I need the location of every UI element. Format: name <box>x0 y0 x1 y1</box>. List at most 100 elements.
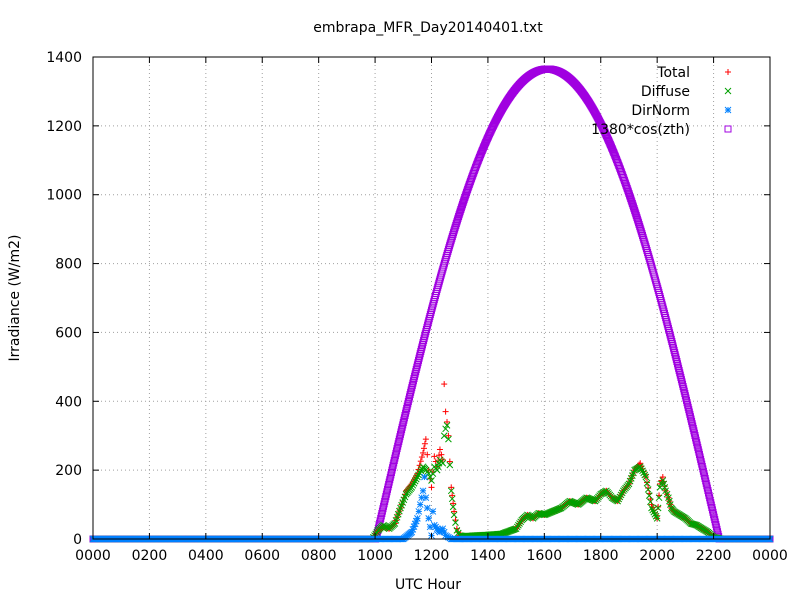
cos-zth-point <box>690 429 698 437</box>
cos-zth-point <box>677 373 685 381</box>
cos-zth-point <box>380 500 388 508</box>
cos-zth-point <box>694 446 702 454</box>
total-point <box>422 436 429 443</box>
cos-zth-point <box>414 359 422 367</box>
cos-zth-point <box>686 410 694 418</box>
cos-zth-point <box>712 520 720 528</box>
cos-zth-point <box>382 490 390 498</box>
cos-zth-point <box>398 423 406 431</box>
cos-zth-point <box>385 481 393 489</box>
cos-zth-point <box>693 439 701 447</box>
cos-zth-point <box>635 219 643 227</box>
cos-zth-point <box>701 475 709 483</box>
diffuse-point <box>414 473 421 481</box>
cos-zth-point <box>678 378 686 386</box>
total-point <box>424 451 431 458</box>
cos-zth-point <box>395 435 403 443</box>
cos-zth-point <box>450 229 458 237</box>
cos-zth-point <box>675 364 683 372</box>
cos-zth-point <box>664 322 672 330</box>
cos-zth-point <box>385 478 393 486</box>
cos-zth-point <box>453 218 461 226</box>
cos-zth-point <box>384 483 392 491</box>
cos-zth-point <box>674 362 682 370</box>
cos-zth-point <box>392 449 400 457</box>
diffuse-point <box>409 481 417 489</box>
total-point <box>436 446 443 453</box>
total-point <box>449 492 456 499</box>
cos-zth-point <box>412 365 420 373</box>
cos-zth-point <box>388 466 396 474</box>
cos-zth-point <box>673 360 681 368</box>
cos-zth-point <box>381 497 389 505</box>
cos-zth-point <box>710 511 718 519</box>
cos-zth-point <box>679 383 687 391</box>
cos-zth-point <box>418 341 426 349</box>
total-point <box>448 484 455 491</box>
cos-zth-point <box>396 430 404 438</box>
cos-zth-point <box>455 212 463 220</box>
cos-zth-point <box>382 493 390 501</box>
cos-zth-point <box>707 501 715 509</box>
cos-zth-point <box>708 503 716 511</box>
cos-zth-point <box>377 512 385 520</box>
cos-zth-point <box>394 442 402 450</box>
cos-zth-point <box>452 220 460 228</box>
cos-zth-point <box>631 208 639 216</box>
cos-zth-point <box>711 516 719 524</box>
cos-zth-point <box>708 506 716 514</box>
cos-zth-point <box>415 354 423 362</box>
cos-zth-point <box>400 416 408 424</box>
cos-zth-point <box>633 215 641 223</box>
cos-zth-point <box>412 368 420 376</box>
total-point <box>401 491 408 498</box>
cos-zth-point <box>705 491 713 499</box>
cos-zth-point <box>695 448 703 456</box>
cos-zth-point <box>688 417 696 425</box>
cos-zth-point <box>409 379 417 387</box>
cross-stroke <box>414 473 421 481</box>
cos-zth-point <box>676 371 684 379</box>
cos-zth-point <box>681 392 689 400</box>
cos-zth-point <box>419 339 427 347</box>
cos-zth-point <box>454 214 462 222</box>
cos-zth-point <box>416 350 424 358</box>
cos-zth-point <box>675 367 683 375</box>
cos-zth-point <box>410 375 418 383</box>
cos-zth-point <box>685 408 693 416</box>
total-point <box>420 449 427 456</box>
cos-zth-point <box>706 496 714 504</box>
cos-zth-point <box>670 344 678 352</box>
cos-zth-point <box>407 388 415 396</box>
cos-zth-point <box>664 324 672 332</box>
diffuse-point <box>408 484 416 491</box>
cos-zth-point <box>692 434 700 442</box>
total-point <box>451 508 458 515</box>
cos-zth-point <box>690 427 698 435</box>
cos-zth-point <box>420 336 428 344</box>
cos-zth-point <box>389 464 397 472</box>
cos-zth-point <box>391 452 399 460</box>
cos-zth-point <box>452 221 460 229</box>
cos-zth-point <box>416 352 424 360</box>
cos-zth-point <box>696 453 704 461</box>
cos-zth-point <box>420 334 428 342</box>
cos-zth-point <box>700 470 708 478</box>
total-point <box>655 503 662 510</box>
cos-zth-point <box>407 386 415 394</box>
cos-zth-point <box>386 476 394 484</box>
cos-zth-point <box>422 328 430 336</box>
cross-stroke <box>412 475 420 483</box>
total-point <box>428 484 435 491</box>
cos-zth-point <box>683 396 691 404</box>
cos-zth-point <box>405 393 413 401</box>
cos-zth-point <box>417 345 425 353</box>
cos-zth-point <box>389 461 397 469</box>
cos-zth-point <box>390 459 398 467</box>
cos-zth-point <box>670 346 678 354</box>
cos-zth-point <box>665 327 673 335</box>
cos-zth-point <box>679 380 687 388</box>
cos-zth-point <box>383 485 391 493</box>
total-point <box>420 445 427 452</box>
